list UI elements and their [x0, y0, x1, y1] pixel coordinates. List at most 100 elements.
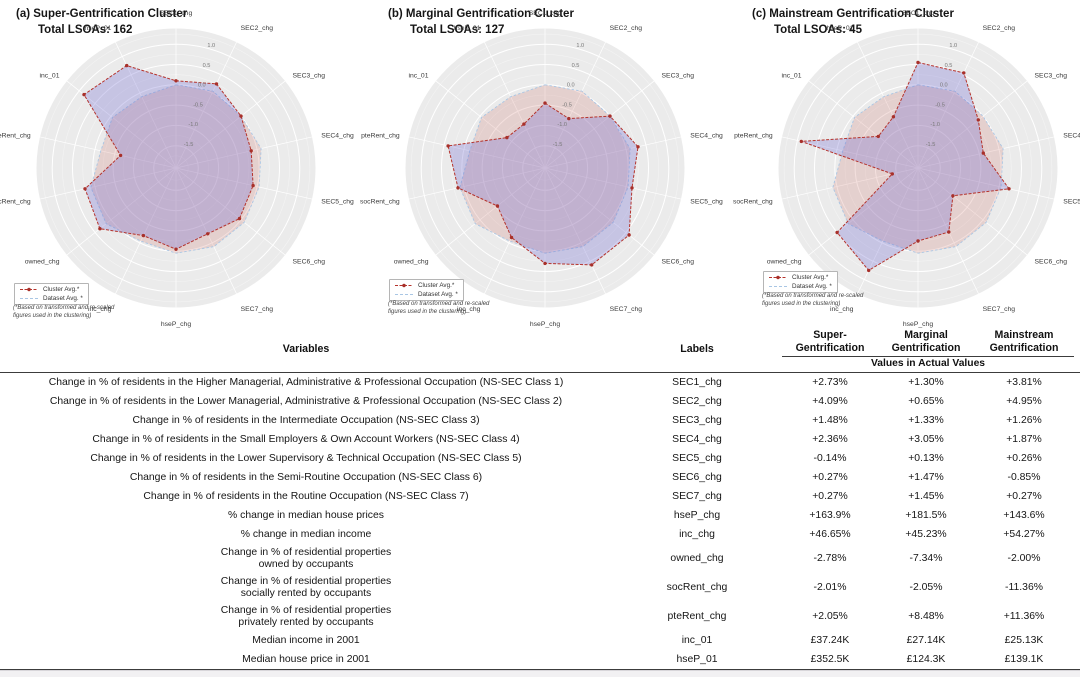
cluster-avg-marker [799, 139, 803, 144]
cluster-avg-marker [174, 79, 178, 83]
axis-label-hseP_chg: hseP_chg [903, 321, 933, 328]
axis-label-inc_chg: inc_chg [830, 306, 854, 313]
variable-cell: % change in median income [240, 528, 372, 540]
dataset-avg-polygon [90, 84, 262, 254]
table-row: Change in % of residential properties own… [0, 544, 1080, 573]
value-cell-marginal: £124.3K [906, 653, 946, 665]
radar-panel-mainstream-gentrification: (c) Mainstream Gentrification Cluster To… [720, 0, 1080, 330]
variable-cell: Median income in 2001 [252, 634, 360, 646]
radial-tick-label: 1.0 [576, 43, 584, 49]
cluster-avg-marker [981, 151, 985, 155]
axis-label-inc_01: inc_01 [408, 73, 428, 80]
variable-cell: Change in % of residential properties own… [220, 546, 392, 570]
cluster-avg-marker [590, 263, 594, 267]
cluster-avg-marker [251, 183, 255, 188]
axis-label-hseP_01: hseP_01 [85, 25, 112, 32]
value-cell-super: -0.14% [813, 452, 847, 464]
values-subheader: Values in Actual Values [870, 358, 986, 369]
label-cell: SEC4_chg [672, 433, 722, 445]
axis-label-inc_chg: inc_chg [88, 306, 112, 313]
radar-chart-marginal: 1.0 0.5 0.0 -0.5 -1.0 -1.5 SEC1_chg SEC2_chg SEC… [360, 10, 723, 328]
axis-label-SEC5_chg: SEC5_chg [690, 199, 723, 206]
axis-label-SEC2_chg: SEC2_chg [610, 25, 643, 32]
value-cell-marginal: +3.05% [908, 433, 944, 445]
legend-dataset-label: Dataset Avg. * [792, 283, 832, 290]
radial-tick-label: 0.0 [567, 83, 575, 89]
value-cell-marginal: +0.13% [908, 452, 944, 464]
axis-label-inc_01: inc_01 [781, 73, 801, 80]
value-cell-super: +46.65% [809, 528, 851, 540]
cluster-avg-marker [976, 118, 980, 122]
cluster-avg-marker [456, 186, 460, 190]
value-cell-mainstream: +3.81% [1006, 376, 1042, 388]
value-cell-mainstream: +1.26% [1006, 414, 1042, 426]
label-cell: inc_01 [681, 634, 713, 646]
cluster-avg-marker [446, 144, 450, 148]
label-cell: SEC7_chg [672, 490, 722, 502]
cluster-avg-marker [916, 239, 920, 243]
radial-tick-label: -0.5 [562, 102, 572, 108]
radial-tick-label: 0.0 [198, 83, 206, 89]
cluster-avg-marker [567, 116, 571, 121]
cluster-avg-marker [951, 194, 955, 198]
radial-tick-label: -1.5 [184, 142, 194, 148]
value-cell-mainstream: £139.1K [1004, 653, 1044, 665]
label-cell: pteRent_chg [667, 610, 727, 622]
cluster-avg-marker [141, 233, 146, 238]
axis-label-hseP_chg: hseP_chg [530, 321, 560, 328]
axis-label-SEC4_chg: SEC4_chg [1063, 132, 1080, 139]
axis-label-SEC7_chg: SEC7_chg [241, 306, 274, 313]
legend-dataset-label: Dataset Avg. * [43, 295, 83, 302]
radial-tick-label: -0.5 [935, 102, 945, 108]
table-row: Median house price in 2001 hseP_01 £352.5K… [0, 650, 1080, 669]
value-cell-mainstream: +0.27% [1006, 490, 1042, 502]
radar-chart-super: 1.0 0.5 0.0 -0.5 -1.0 -1.5 SEC1_chg SEC2_chg SEC… [0, 10, 354, 328]
variable-cell: Change in % of residents in the Intermed… [132, 414, 480, 426]
cluster-avg-marker [249, 149, 253, 153]
variable-cell: % change in median house prices [228, 509, 384, 521]
value-cell-mainstream: +0.26% [1006, 452, 1042, 464]
dataset-avg-polygon [832, 84, 1004, 254]
chart-title-a: (a) Super-Gentrification Cluster [16, 8, 188, 20]
legend-b: Cluster Avg.* Dataset Avg. * [389, 279, 464, 301]
cluster-avg-marker [890, 172, 894, 176]
radial-tick-label: -0.5 [193, 102, 203, 108]
value-cell-marginal: +181.5% [905, 509, 947, 521]
column-header-labels: Labels [680, 343, 714, 355]
axis-label-SEC1_chg: SEC1_chg [529, 10, 562, 17]
column-header-mainstream-gentrification: Mainstream Gentrification [989, 329, 1059, 354]
axis-label-hseP_01: hseP_01 [454, 25, 481, 32]
cluster-avg-marker [962, 71, 966, 75]
value-cell-super: +4.09% [812, 395, 848, 407]
radial-tick-label: 1.0 [949, 43, 957, 49]
radial-tick-label: -1.0 [557, 122, 567, 128]
axis-label-SEC2_chg: SEC2_chg [983, 25, 1016, 32]
axis-label-SEC5_chg: SEC5_chg [1063, 199, 1080, 206]
axis-label-hseP_chg: hseP_chg [161, 321, 191, 328]
axis-label-SEC1_chg: SEC1_chg [160, 10, 193, 17]
radar-chart-mainstream: 1.0 0.5 0.0 -0.5 -1.0 -1.5 SEC1_chg SEC2_chg SEC… [733, 10, 1080, 328]
value-cell-super: £352.5K [810, 653, 850, 665]
cluster-avg-marker [891, 115, 896, 119]
axis-label-SEC4_chg: SEC4_chg [321, 132, 354, 139]
chart-title-c: (c) Mainstream Gentrification Cluster [752, 8, 954, 20]
column-header-marginal-gentrification: Marginal Gentrification [891, 329, 961, 354]
value-cell-super: +0.27% [812, 490, 848, 502]
axis-label-SEC3_chg: SEC3_chg [662, 73, 695, 80]
table-row: Change in % of residential properties soc… [0, 573, 1080, 602]
cluster-avg-marker [876, 134, 880, 139]
value-cell-marginal: +0.65% [908, 395, 944, 407]
radial-tick-label: -1.5 [553, 142, 563, 148]
value-cell-super: £37.24K [810, 634, 850, 646]
chart-subtitle-c: Total LSOAs: 45 [774, 24, 862, 36]
radial-tick-label: 0.0 [940, 83, 948, 89]
value-cell-marginal: +1.45% [908, 490, 944, 502]
radial-tick-label: 0.5 [572, 63, 580, 69]
axis-label-inc_chg: inc_chg [457, 306, 481, 313]
value-cell-mainstream: +143.6% [1003, 509, 1045, 521]
column-header-super-gentrification: Super-Gentrification [795, 329, 865, 354]
cluster-avg-marker [636, 145, 640, 149]
cluster-avg-marker [239, 114, 243, 118]
axis-label-pteRent_chg: pteRent_chg [361, 132, 400, 139]
axis-label-pteRent_chg: pteRent_chg [734, 132, 773, 139]
